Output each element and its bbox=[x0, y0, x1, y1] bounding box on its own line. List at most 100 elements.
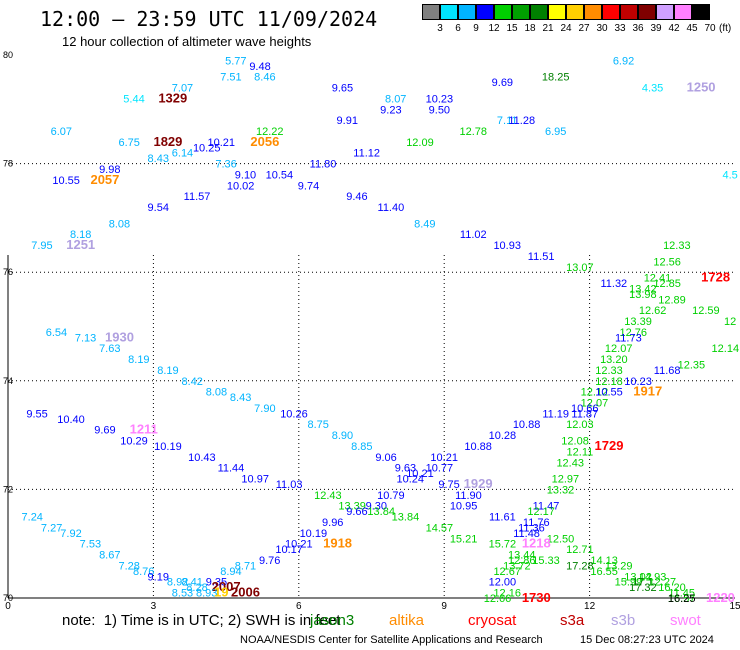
satellite-pass-label: 19 bbox=[214, 585, 228, 600]
colorbar-swatch bbox=[422, 4, 440, 20]
wave-height-point: 10.95 bbox=[450, 501, 478, 513]
wave-height-point: 12.76 bbox=[619, 327, 647, 339]
wave-height-point: 11.87 bbox=[571, 408, 598, 420]
wave-height-point: 9.50 bbox=[429, 104, 450, 116]
wave-height-point: 9.96 bbox=[322, 517, 343, 529]
wave-height-point: 8.19 bbox=[157, 365, 178, 377]
wave-height-point: 13.07 bbox=[566, 262, 594, 274]
wave-height-point: 9.65 bbox=[332, 83, 353, 95]
colorbar-swatch bbox=[512, 4, 530, 20]
wave-height-point: 12.27 bbox=[649, 577, 677, 589]
wave-height-point: 8.41 bbox=[181, 577, 202, 589]
colorbar-swatch bbox=[656, 4, 674, 20]
wave-height-point: 7.36 bbox=[215, 159, 236, 171]
wave-height-point: 4.5 bbox=[723, 169, 738, 181]
satellite-legend-s3b: s3b bbox=[611, 612, 636, 629]
wave-height-point: 12.67 bbox=[493, 566, 521, 578]
wave-height-point: 7.28 bbox=[118, 560, 139, 572]
wave-height-point: 8.08 bbox=[109, 218, 130, 230]
colorbar-label: 24 bbox=[560, 23, 572, 34]
wave-height-point: 12.12 bbox=[581, 387, 609, 399]
wave-height-point: 10.55 bbox=[52, 175, 80, 187]
wave-height-point: 11.44 bbox=[218, 463, 245, 475]
colorbar-label: 6 bbox=[455, 23, 461, 34]
wave-height-point: 9.10 bbox=[235, 169, 256, 181]
wave-height-point: 10.66 bbox=[571, 403, 599, 415]
wave-height-point: 8.07 bbox=[385, 93, 406, 105]
satellite-legend-s3a: s3a bbox=[560, 612, 585, 629]
colorbar-swatch bbox=[440, 4, 458, 20]
wave-height-point: 16.20 bbox=[658, 582, 686, 594]
satellite-pass-label: 2006 bbox=[231, 585, 260, 600]
satellite-pass-label: 1918 bbox=[323, 536, 352, 551]
colorbar-label: 45 bbox=[686, 23, 698, 34]
wave-height-point: 9.54 bbox=[148, 202, 169, 214]
wave-height-point: 9.75 bbox=[438, 479, 459, 491]
wave-height-point: 6.54 bbox=[46, 327, 67, 339]
wave-height-point: 11.36 bbox=[518, 522, 545, 534]
satellite-pass-label: 2056 bbox=[250, 134, 279, 149]
colorbar-swatch bbox=[476, 4, 494, 20]
wave-height-point: 9.98 bbox=[99, 164, 120, 176]
wave-height-point: 12.00 bbox=[489, 577, 517, 589]
wave-height-point: 9.69 bbox=[492, 77, 513, 89]
wave-height-point: 13.42 bbox=[629, 283, 657, 295]
wave-height-point: 12.22 bbox=[256, 126, 284, 138]
wave-height-point: 11.76 bbox=[523, 517, 550, 529]
wave-height-point: 11.28 bbox=[508, 115, 535, 127]
wave-height-point: 12.78 bbox=[460, 126, 488, 138]
colorbar-label: 33 bbox=[614, 23, 626, 34]
wave-height-point: 9.55 bbox=[26, 408, 47, 420]
satellite-pass-label: 1728 bbox=[701, 270, 730, 285]
wave-height-point: 11.57 bbox=[184, 191, 211, 203]
wave-height-point: 12.43 bbox=[314, 490, 342, 502]
wave-height-point: 11.61 bbox=[489, 512, 516, 524]
colorbar-swatch bbox=[584, 4, 602, 20]
wave-height-point: 7.51 bbox=[220, 72, 241, 84]
wave-height-point: 16.55 bbox=[590, 566, 618, 578]
wave-height-point: 10.21 bbox=[207, 137, 235, 149]
wave-height-point: 8.46 bbox=[254, 72, 275, 84]
wave-height-point: 14.57 bbox=[426, 522, 454, 534]
wave-height-point: 12.66 bbox=[484, 593, 512, 605]
wave-height-point: 12.18 bbox=[595, 376, 623, 388]
colorbar-label: 12 bbox=[488, 23, 500, 34]
wave-height-point: 10.54 bbox=[266, 169, 294, 181]
x-tick-label: 6 bbox=[296, 601, 302, 612]
wave-height-point: 6.92 bbox=[613, 55, 634, 67]
wave-height-point: 9.30 bbox=[366, 501, 387, 513]
wave-height-point: 10.17 bbox=[275, 544, 303, 556]
satellite-pass-label: 1220 bbox=[706, 590, 735, 605]
wave-height-point: 6.07 bbox=[51, 126, 72, 138]
wave-height-point: 12.14 bbox=[712, 343, 740, 355]
wave-height-point: 8.18 bbox=[70, 229, 91, 241]
wave-height-point: 11.90 bbox=[455, 490, 482, 502]
satellite-pass-label: 1730 bbox=[522, 590, 551, 605]
wave-height-point: 8.08 bbox=[206, 387, 227, 399]
colorbar-swatch bbox=[548, 4, 566, 20]
wave-height-point: 7.11 bbox=[497, 115, 518, 127]
satellite-legend-cryosat: cryosat bbox=[468, 612, 517, 629]
wave-height-point: 10.24 bbox=[397, 474, 425, 486]
y-tick-label: 72 bbox=[3, 484, 13, 494]
wave-height-point: 11.03 bbox=[276, 479, 303, 491]
wave-height-point: 18.25 bbox=[542, 72, 570, 84]
wave-height-point: 8.75 bbox=[307, 419, 328, 431]
wave-height-point: 12.08 bbox=[561, 436, 589, 448]
wave-height-point: 10.21 bbox=[406, 468, 434, 480]
wave-height-point: 10.40 bbox=[57, 414, 85, 426]
wave-height-point: 12.50 bbox=[547, 533, 575, 545]
footer-credit: NOAA/NESDIS Center for Satellite Applica… bbox=[240, 634, 543, 646]
wave-height-point: 16.25 bbox=[668, 593, 696, 605]
wave-height-point: 13.98 bbox=[629, 289, 657, 301]
footer-timestamp: 15 Dec 08:27:23 UTC 2024 bbox=[580, 634, 714, 646]
x-tick-label: 0 bbox=[5, 601, 11, 612]
wave-height-point: 5.77 bbox=[225, 55, 246, 67]
y-tick-label: 76 bbox=[3, 267, 13, 277]
colorbar-swatch bbox=[692, 4, 710, 20]
wave-height-point: 12.59 bbox=[692, 305, 720, 317]
wave-height-point: 12.71 bbox=[566, 544, 594, 556]
chart-subtitle: 12 hour collection of altimeter wave hei… bbox=[62, 34, 312, 49]
wave-height-point: 8.19 bbox=[128, 354, 149, 366]
satellite-pass-label: 1929 bbox=[464, 476, 493, 491]
